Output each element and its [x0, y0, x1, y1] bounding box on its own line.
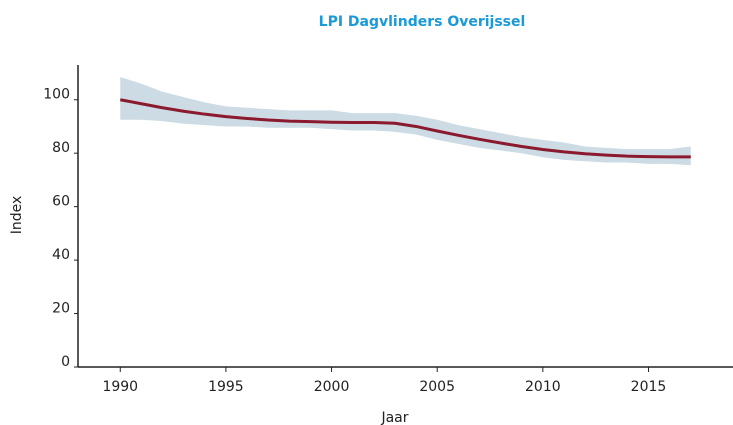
y-tick-label: 80 [52, 140, 70, 156]
x-tick-label: 2015 [631, 379, 667, 395]
x-tick-label: 1995 [208, 379, 244, 395]
confidence-band [120, 77, 691, 166]
chart-title: LPI Dagvlinders Overijssel [319, 14, 526, 30]
y-tick-label: 60 [52, 194, 70, 210]
y-tick-label: 40 [52, 247, 70, 263]
y-tick-label: 100 [43, 87, 70, 103]
x-tick-label: 2000 [314, 379, 350, 395]
x-axis-label: Jaar [380, 410, 408, 425]
x-tick-label: 2005 [419, 379, 455, 395]
x-tick-label: 1990 [102, 379, 138, 395]
line [119, 98, 691, 159]
y-tick-label: 20 [52, 301, 70, 317]
y-tick-label: 0 [61, 354, 70, 370]
y-axis-label: Index [9, 196, 25, 235]
x-tick-label: 2010 [525, 379, 561, 395]
